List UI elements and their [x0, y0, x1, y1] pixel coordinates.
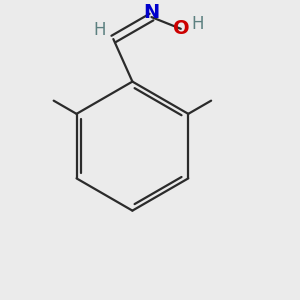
Text: N: N	[144, 3, 160, 22]
Text: H: H	[192, 14, 204, 32]
Text: H: H	[93, 21, 106, 39]
Text: O: O	[173, 19, 190, 38]
